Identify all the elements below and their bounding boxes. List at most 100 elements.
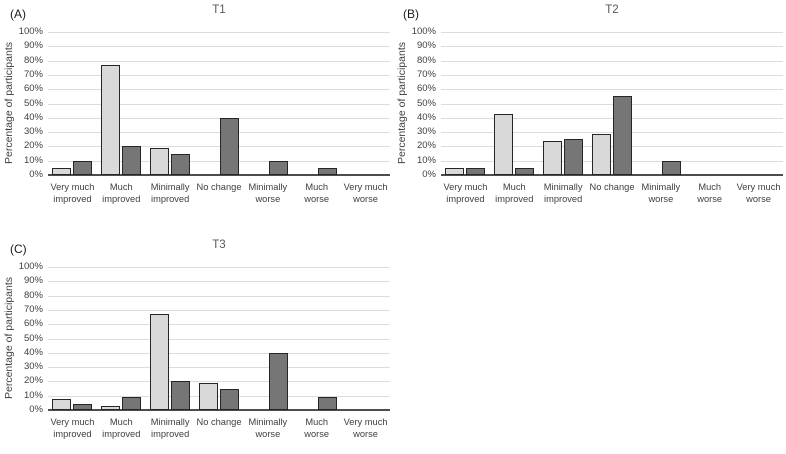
y-tick-label: 70% <box>416 68 436 80</box>
y-tick-label: 30% <box>23 126 43 138</box>
x-category-label: Very much improved <box>27 416 117 440</box>
gridline <box>441 74 783 76</box>
x-category-label-line: Much <box>502 182 526 192</box>
bar-group-dark-gray <box>171 153 191 175</box>
x-category-label: Much worse <box>665 181 755 205</box>
x-category-label-line: improved <box>53 194 92 204</box>
x-category-label: Very much worse <box>321 416 411 440</box>
x-category-label-line: Minimally <box>641 182 681 192</box>
x-category-label-line: improved <box>495 194 534 204</box>
chart-title: T2 <box>605 4 619 16</box>
x-category-label-line: Very much <box>343 182 388 192</box>
x-category-label: Much worse <box>272 416 362 440</box>
gridline <box>48 281 390 283</box>
x-category-label-line: No change <box>196 417 242 427</box>
bar-group-light-gray <box>199 382 218 410</box>
gridline <box>48 160 390 162</box>
bar-group-light-gray <box>150 147 170 175</box>
gridline <box>48 132 390 134</box>
x-category-label-line: Much <box>698 182 722 192</box>
x-category-label: Very much worse <box>321 181 411 205</box>
x-axis-line <box>48 409 390 411</box>
y-tick-label: 70% <box>23 303 43 315</box>
x-category-label: Very much worse <box>714 181 786 205</box>
bar-group-dark-gray <box>220 117 239 175</box>
y-tick-label: 20% <box>416 140 436 152</box>
gridline <box>441 89 783 91</box>
chart-title: T1 <box>212 4 226 16</box>
x-category-label-line: worse <box>697 194 723 204</box>
panel-label: (B) <box>403 7 419 21</box>
y-tick-label: 10% <box>416 154 436 166</box>
bar-group-light-gray <box>52 167 72 175</box>
bar-group-dark-gray <box>317 167 337 175</box>
bar-group-dark-gray <box>268 160 288 175</box>
y-tick-label: 90% <box>23 40 43 52</box>
y-tick-label: 20% <box>23 140 43 152</box>
y-tick-label: 80% <box>23 54 43 66</box>
x-category-label-line: worse <box>648 194 674 204</box>
x-category-label: Much improved <box>469 181 559 205</box>
bar-group-light-gray <box>592 133 611 175</box>
x-category-label-line: improved <box>446 194 485 204</box>
x-axis-line <box>441 174 783 176</box>
bar-group-light-gray <box>52 398 72 410</box>
y-tick-label: 50% <box>416 97 436 109</box>
y-tick-label: 40% <box>23 111 43 123</box>
x-category-label: Minimally improved <box>125 416 215 440</box>
x-axis-line <box>48 174 390 176</box>
x-category-label-line: Much <box>305 417 329 427</box>
gridline <box>48 338 390 340</box>
gridline <box>48 46 390 48</box>
y-tick-label: 10% <box>23 154 43 166</box>
x-category-label-line: worse <box>255 194 281 204</box>
x-category-label-line: Very much <box>343 417 388 427</box>
gridline <box>48 60 390 62</box>
y-tick-label: 10% <box>23 389 43 401</box>
x-category-label-line: Minimally <box>248 417 288 427</box>
x-category-label-line: worse <box>304 429 330 439</box>
gridline <box>441 32 783 33</box>
x-category-label: Minimally worse <box>223 416 313 440</box>
y-tick-label: 80% <box>23 289 43 301</box>
bar-group-dark-gray <box>466 167 486 175</box>
gridline <box>48 309 390 311</box>
x-category-label: No change <box>174 416 264 428</box>
y-tick-label: 30% <box>23 361 43 373</box>
bar-group-dark-gray <box>73 160 93 175</box>
y-tick-label: 20% <box>23 375 43 387</box>
y-tick-label: 30% <box>416 126 436 138</box>
x-category-label: Much improved <box>76 181 166 205</box>
gridline <box>48 352 390 354</box>
x-category-label-line: Very much <box>50 417 95 427</box>
bar-group-dark-gray <box>73 404 93 410</box>
bar-group-light-gray <box>494 113 514 175</box>
x-category-label-line: worse <box>353 194 378 204</box>
y-tick-label: 40% <box>23 346 43 358</box>
x-category-label-line: improved <box>102 194 141 204</box>
y-tick-label: 100% <box>18 26 43 37</box>
chart-panel-t3: (C) T3 Percentage of participants 0% 10% 2… <box>0 237 393 454</box>
gridline <box>48 367 390 369</box>
bar-group-dark-gray <box>317 397 337 410</box>
x-category-label-line: Minimally <box>150 417 190 427</box>
bar-group-dark-gray <box>661 160 681 175</box>
x-category-label-line: improved <box>544 194 583 204</box>
chart-panel-t1: (A) T1 Percentage of participants 0% 10% 2… <box>0 2 393 224</box>
bar-group-dark-gray <box>564 139 584 175</box>
x-category-label-line: Minimally <box>543 182 583 192</box>
y-tick-label: 40% <box>416 111 436 123</box>
gridline <box>441 46 783 48</box>
x-category-label: Much worse <box>272 181 362 205</box>
y-tick-label: 70% <box>23 68 43 80</box>
chart-title: T3 <box>212 239 226 251</box>
x-category-label-line: No change <box>196 182 242 192</box>
x-category-label: Minimally improved <box>518 181 608 205</box>
x-category-label-line: improved <box>151 194 190 204</box>
x-category-label: Very much improved <box>27 181 117 205</box>
bar-group-dark-gray <box>122 146 142 175</box>
bar-group-light-gray <box>101 64 121 175</box>
bar-group-dark-gray <box>171 381 191 410</box>
y-tick-label: 90% <box>416 40 436 52</box>
gridline <box>48 381 390 383</box>
